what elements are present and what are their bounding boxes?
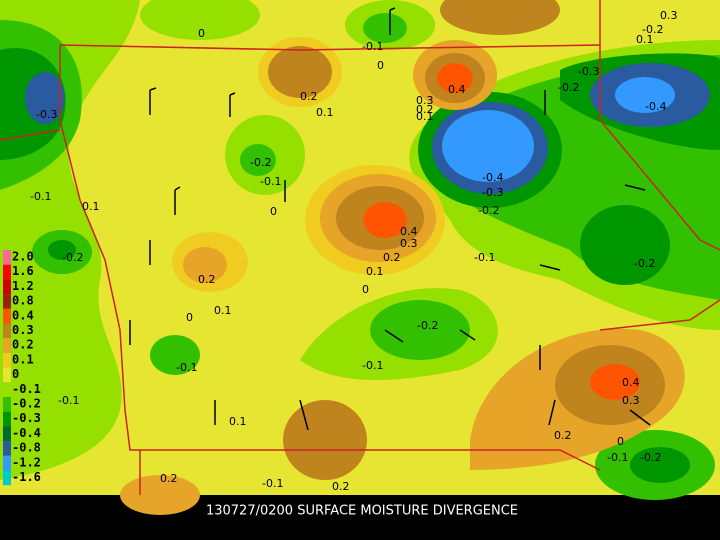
legend-swatch	[3, 264, 11, 280]
contour-label: -0.2	[640, 451, 661, 464]
legend-label: 0	[12, 367, 19, 381]
contour-label: 0.3	[660, 9, 678, 22]
contour-label: 0	[377, 59, 384, 72]
legend-swatch	[3, 426, 11, 442]
contour-label: 0.3	[622, 394, 640, 407]
contour-label: 0.1	[416, 110, 434, 123]
legend-swatch	[3, 338, 11, 353]
contour-label: 0	[198, 27, 205, 40]
legend-label: 0.1	[12, 352, 34, 366]
legend-label: 1.2	[12, 279, 34, 293]
contour-label: 0.2	[300, 90, 318, 103]
contour-label: -0.1	[176, 361, 197, 374]
contour-label: -0.1	[362, 359, 383, 372]
contour-label: -0.1	[262, 477, 283, 490]
legend-label: -1.6	[12, 470, 41, 484]
contour-label: -0.1	[30, 190, 51, 203]
legend-swatch	[3, 455, 11, 471]
contour-label: 0.1	[229, 415, 247, 428]
contour-label: -0.1	[474, 251, 495, 264]
contour-label: 0.3	[400, 237, 418, 250]
contour-label: -0.2	[634, 257, 655, 270]
legend-label: 0.8	[12, 294, 34, 308]
contour-label: -0.3	[482, 186, 503, 199]
contour-label: 0.2	[160, 472, 178, 485]
legend-swatch	[3, 441, 11, 456]
contour-label: 0.3	[416, 94, 434, 107]
contour-label: 0.1	[82, 200, 100, 213]
contour-label: 0.1	[366, 265, 384, 278]
legend-label: -0.4	[12, 426, 41, 440]
contour-label: 0.2	[332, 480, 350, 493]
legend-label: -1.2	[12, 455, 41, 469]
contour-label: -0.1	[58, 394, 79, 407]
contour-label: -0.1	[260, 175, 281, 188]
legend-swatch	[3, 323, 11, 339]
legend-label: 0.3	[12, 323, 34, 337]
contour-label: 0	[617, 435, 624, 448]
legend-swatch	[3, 279, 11, 295]
contour-label: -0.3	[578, 65, 599, 78]
legend-label: 1.6	[12, 264, 34, 278]
legend-label: -0.3	[12, 411, 41, 425]
contour-label: 0.4	[448, 83, 466, 96]
contour-label: -0.4	[645, 100, 666, 113]
contour-label: -0.2	[250, 156, 271, 169]
contour-label: 0.2	[198, 273, 216, 286]
contour-label: -0.2	[62, 251, 83, 264]
legend-label: -0.8	[12, 441, 41, 455]
legend-swatch	[3, 382, 11, 397]
contour-label: -0.1	[362, 40, 383, 53]
contour-label: -0.4	[482, 171, 503, 184]
legend-label: -0.2	[12, 397, 41, 411]
contour-labels: 0-0.10 -0.30.3-0.20.1-0.2-0.40.40.30.20.1…	[30, 9, 678, 493]
contour-label: 0	[186, 311, 193, 324]
contour-label: -0.3	[36, 108, 57, 121]
legend-swatch	[3, 367, 11, 383]
contour-label: 0.1	[636, 33, 654, 46]
contour-label: -0.2	[478, 204, 499, 217]
legend-swatch	[3, 250, 11, 265]
legend-label: 0.2	[12, 338, 34, 352]
legend-swatch	[3, 411, 11, 427]
contour-label: -0.2	[558, 81, 579, 94]
map-title: 130727/0200 SURFACE MOISTURE DIVERGENCE	[206, 504, 518, 519]
legend-swatch	[3, 470, 11, 486]
contour-label: 0.1	[214, 304, 232, 317]
legend-swatch	[3, 294, 11, 309]
state-boundaries	[0, 0, 720, 495]
legend-swatch	[3, 397, 11, 412]
legend-swatch	[3, 352, 11, 368]
legend-label: -0.1	[12, 382, 41, 396]
contour-label: -0.1	[607, 451, 628, 464]
field-shading	[0, 0, 720, 515]
color-legend: 2.01.61.20.80.40.30.20.10-0.1-0.2-0.3-0.…	[3, 250, 41, 486]
contour-label: 0.2	[554, 429, 572, 442]
contour-label: -0.2	[417, 319, 438, 332]
contour-label: 0.2	[383, 251, 401, 264]
contour-label: 0.2	[416, 103, 434, 116]
wind-barbs	[129, 7, 651, 431]
contour-label: 0	[362, 283, 369, 296]
contour-label: 0.1	[316, 106, 334, 119]
legend-label: 2.0	[12, 250, 34, 264]
contour-label: -0.2	[642, 23, 663, 36]
contour-label: 0.4	[622, 376, 640, 389]
legend-label: 0.4	[12, 308, 34, 322]
legend-swatch	[3, 308, 11, 324]
contour-label: 0	[270, 205, 277, 218]
contour-label: 0.4	[400, 225, 418, 238]
